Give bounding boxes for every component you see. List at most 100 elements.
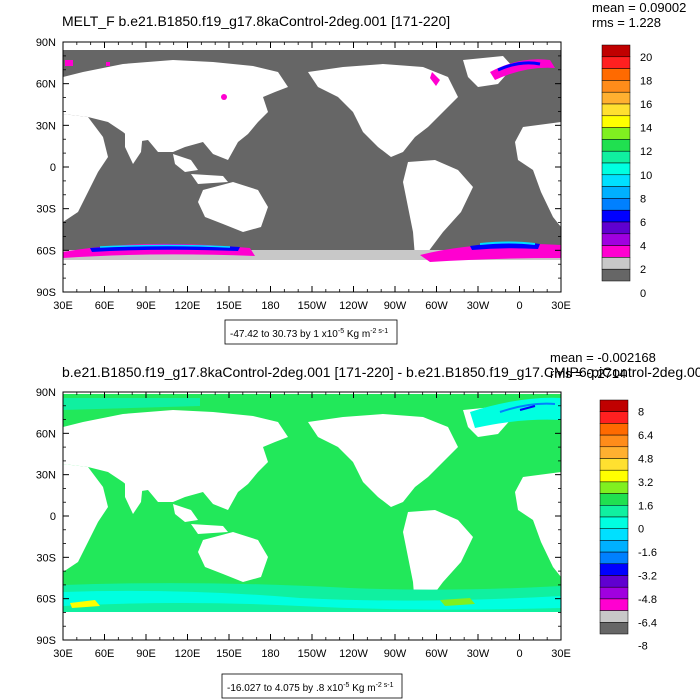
colorbar-swatch <box>599 434 629 448</box>
colorbar-swatch <box>601 233 631 246</box>
x-tick-label: 60E <box>95 648 115 660</box>
panel-2-colorbar: 8 6.4 4.8 3.2 1.6 0 -1.6 -3.2 -4.8 -6.4 -8 <box>599 399 657 653</box>
x-tick-label: 0 <box>516 300 522 312</box>
panel-2-arctic-anomaly <box>63 397 561 428</box>
x-tick-label: 180 <box>261 300 279 312</box>
colorbar-swatch <box>601 198 631 211</box>
y-tick-label: 90S <box>36 635 56 647</box>
colorbar-swatch <box>599 399 629 412</box>
x-tick-label: 30E <box>551 300 571 312</box>
colorbar-swatch <box>599 469 629 483</box>
y-tick-label: 60N <box>36 428 56 440</box>
x-tick-label: 150W <box>298 648 327 660</box>
colorbar-swatch <box>601 186 631 199</box>
colorbar-swatch <box>601 174 631 187</box>
colorbar-swatch <box>599 446 629 459</box>
colorbar-swatch <box>599 622 629 635</box>
panel-2-mean: mean = -0.002168 <box>550 350 656 365</box>
colorbar-label: 3.2 <box>638 477 653 489</box>
y-tick-label: 90N <box>36 37 56 49</box>
y-tick-label: 30N <box>36 470 56 482</box>
panel-1-range-box <box>224 319 398 345</box>
colorbar-label: -8 <box>638 641 648 653</box>
colorbar-swatch <box>601 103 631 117</box>
colorbar-swatch <box>601 80 631 93</box>
y-tick-label: 60S <box>36 594 56 606</box>
colorbar-swatch <box>599 516 629 529</box>
colorbar-swatch <box>599 458 629 471</box>
x-tick-label: 90W <box>384 648 407 660</box>
panel-1-title: MELT_F b.e21.B1850.f19_g17.8kaControl-2d… <box>62 13 450 29</box>
colorbar-label: 18 <box>640 75 652 87</box>
x-tick-label: 150E <box>216 300 242 312</box>
panel-2-range-label: -16.027 to 4.075 by .8 x10-5 Kg m-2 s-1 <box>227 682 394 694</box>
x-tick-label: 60W <box>425 648 448 660</box>
panel-2-map <box>63 392 561 640</box>
y-tick-label: 0 <box>50 511 56 523</box>
colorbar-swatch <box>599 610 629 623</box>
x-tick-label: 30E <box>53 648 73 660</box>
panel-1-range-label: -47.42 to 30.73 by 1 x10-5 Kg m-2 s-1 <box>230 328 388 340</box>
colorbar-swatch <box>601 209 631 223</box>
panel-2-southern-anomaly <box>63 583 561 612</box>
panel-2-range-box <box>221 673 403 699</box>
x-tick-label: 150W <box>298 300 327 312</box>
panel-2: b.e21.B1850.f19_g17.8kaControl-2deg.001 … <box>36 350 700 699</box>
panel-1-map <box>63 42 561 292</box>
colorbar-label: 10 <box>640 170 652 182</box>
x-tick-label: 30E <box>53 300 73 312</box>
colorbar-label: 2 <box>640 264 646 276</box>
panel-1: MELT_F b.e21.B1850.f19_g17.8kaControl-2d… <box>36 0 686 345</box>
panel-1-southern-melt <box>63 241 561 262</box>
colorbar-label: -6.4 <box>638 617 657 629</box>
colorbar-swatch <box>601 115 631 128</box>
colorbar-swatch <box>599 540 629 553</box>
x-tick-label: 180 <box>261 648 279 660</box>
colorbar-label: 8 <box>638 407 644 419</box>
colorbar-label: 8 <box>640 193 646 205</box>
panel-2-axes: 30E 60E 90E 120E 150E 180 150W 120W 90W 60W 30W 0 30… <box>36 387 571 660</box>
colorbar-swatch <box>599 493 629 506</box>
y-tick-label: 30S <box>36 552 56 564</box>
colorbar-swatch <box>599 481 629 494</box>
colorbar-swatch <box>599 575 629 588</box>
panel-1-axes: 30E 60E 90E 120E 150E 180 150W 120W 90W 60W 30W 0 30… <box>36 37 571 312</box>
colorbar-swatch <box>599 563 629 576</box>
colorbar-swatch <box>601 91 631 105</box>
colorbar-label: 0 <box>640 288 646 300</box>
colorbar-label: 16 <box>640 99 652 111</box>
colorbar-label: 0 <box>638 524 644 536</box>
colorbar-swatch <box>601 56 631 69</box>
colorbar-swatch <box>601 245 631 258</box>
x-tick-label: 60E <box>95 300 115 312</box>
x-tick-label: 120W <box>339 300 368 312</box>
colorbar-label: 4 <box>640 241 646 253</box>
x-tick-label: 90W <box>384 300 407 312</box>
colorbar-swatch <box>601 44 631 58</box>
colorbar-swatch <box>601 68 631 81</box>
panel-1-rms: rms = 1.228 <box>592 15 661 30</box>
panel-2-title: b.e21.B1850.f19_g17.8kaControl-2deg.001 … <box>62 364 700 380</box>
colorbar-swatch <box>601 139 631 152</box>
colorbar-label: 14 <box>640 123 652 135</box>
x-tick-label: 150E <box>216 648 242 660</box>
colorbar-swatch <box>599 598 629 611</box>
y-tick-label: 90S <box>36 287 56 299</box>
x-tick-label: 0 <box>516 648 522 660</box>
colorbar-swatch <box>601 257 631 270</box>
y-tick-label: 60N <box>36 79 56 91</box>
panel-1-arctic-melt <box>65 59 555 100</box>
y-tick-label: 30S <box>36 204 56 216</box>
colorbar-label: 4.8 <box>638 454 653 466</box>
x-tick-label: 90E <box>136 300 156 312</box>
y-tick-label: 30N <box>36 120 56 132</box>
colorbar-label: 1.6 <box>638 500 653 512</box>
x-tick-label: 120W <box>339 648 368 660</box>
colorbar-swatch <box>599 411 629 424</box>
colorbar-label: 6 <box>640 217 646 229</box>
x-tick-label: 120E <box>175 648 201 660</box>
colorbar-swatch <box>599 586 629 600</box>
x-tick-label: 30E <box>551 648 571 660</box>
